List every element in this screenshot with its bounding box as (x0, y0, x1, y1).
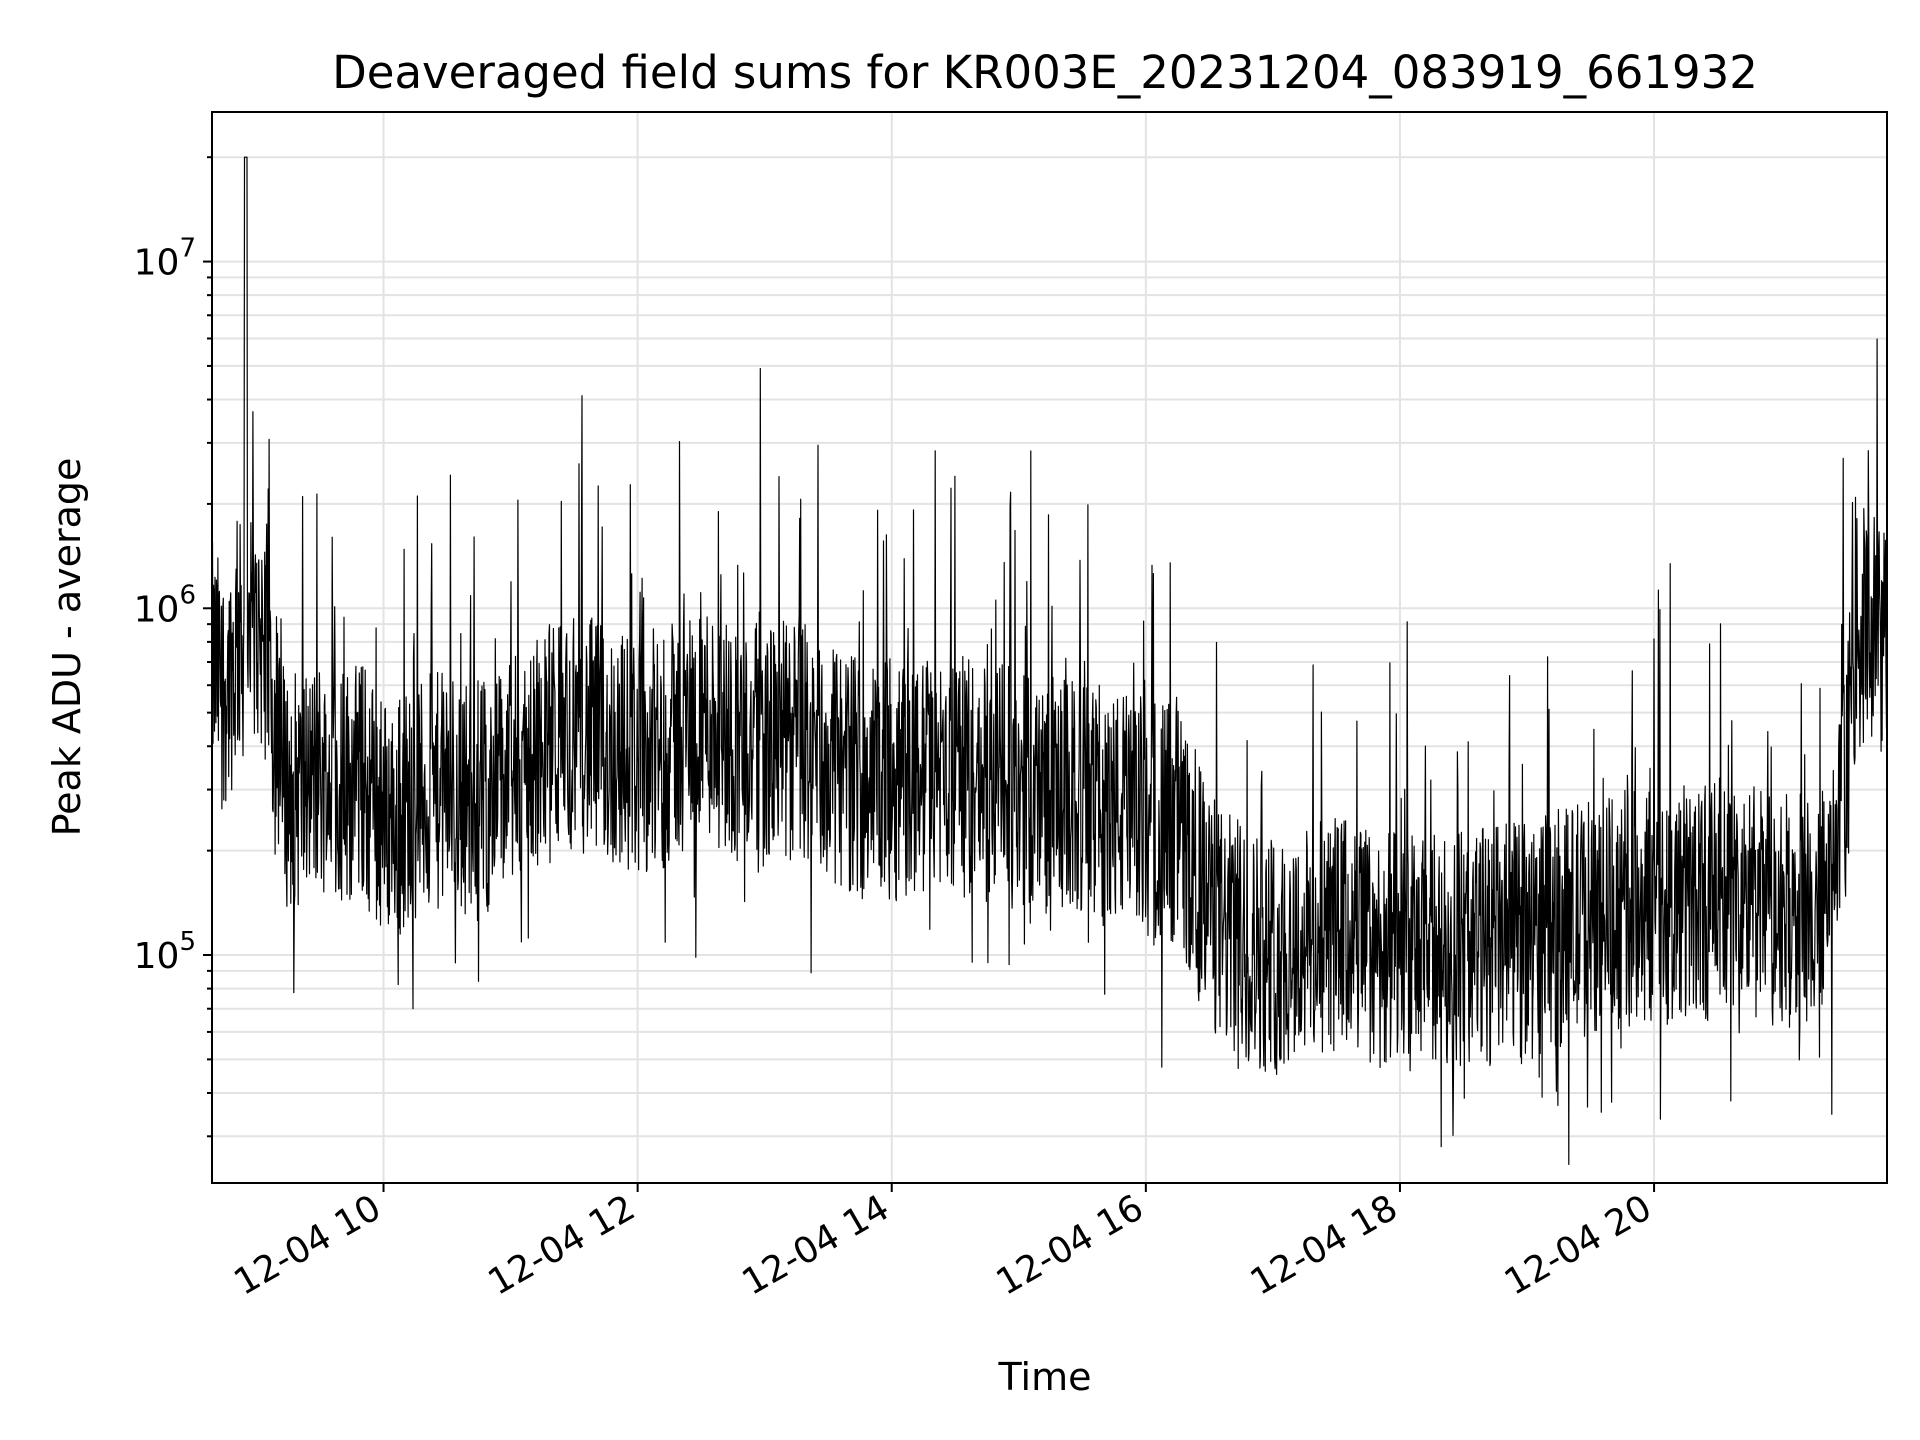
x-axis-label: Time (998, 1355, 1092, 1399)
y-tick-label: 105 (134, 927, 196, 977)
chart-title: Deaveraged field sums for KR003E_2023120… (332, 46, 1758, 99)
y-tick-label: 107 (134, 234, 196, 284)
series-layer (211, 156, 1888, 1166)
grid (212, 112, 1887, 1183)
y-axis-label: Peak ADU - average (45, 458, 89, 837)
y-tick-label: 106 (134, 580, 196, 630)
series-line (211, 156, 1888, 1166)
plot-frame (211, 111, 1888, 1184)
